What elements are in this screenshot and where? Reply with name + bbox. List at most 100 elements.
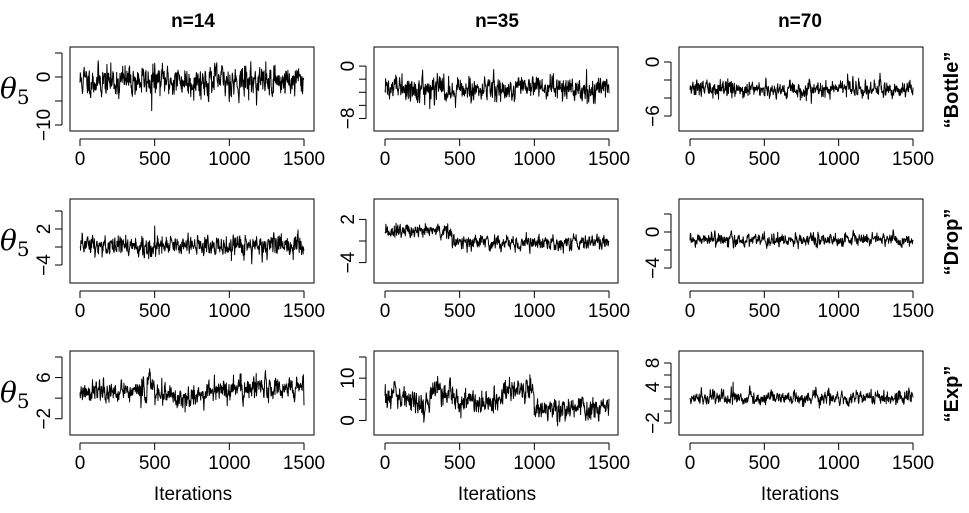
x-tick-label: 0 — [380, 149, 391, 170]
svg-text:θ5: θ5 — [0, 376, 30, 413]
x-tick-label: 1500 — [283, 301, 325, 322]
x-axis-label-col1: Iterations — [154, 484, 232, 505]
x-tick-label: 1500 — [892, 149, 934, 170]
panel-bottle-n-35: 0 500 1000 1500 −8 0 — [338, 46, 630, 170]
trace-line — [689, 381, 914, 409]
x-tick-label: 500 — [444, 149, 476, 170]
trace-line — [384, 374, 610, 427]
x-tick-label: 1000 — [208, 453, 250, 474]
x-tick-label: 500 — [748, 453, 780, 474]
trace-line — [384, 222, 610, 254]
y-tick-label: 0 — [338, 415, 359, 426]
plot-frame — [678, 350, 924, 436]
row-title-exp: “Exp” — [941, 366, 963, 423]
y-label-row-drop: θ5 — [0, 224, 30, 261]
plot-frame — [373, 350, 619, 436]
panels-group: 0 500 1000 1500 −10 0 0 500 1000 1500 −8 0 0 500 1000 1… — [34, 46, 934, 474]
x-tick-label: 1500 — [588, 149, 630, 170]
y-label-symbol: θ — [0, 224, 17, 257]
column-title-n14: n=14 — [171, 11, 215, 32]
trace-line — [79, 368, 305, 413]
trace-line — [689, 72, 914, 104]
x-tick-label: 500 — [444, 453, 476, 474]
y-tick-label: −2 — [34, 408, 55, 430]
y-label-row-exp: θ5 — [0, 376, 30, 413]
x-tick-label: 1500 — [588, 453, 630, 474]
x-tick-label: 1500 — [588, 301, 630, 322]
y-label-symbol: θ — [0, 376, 17, 409]
y-tick-label: 4 — [643, 381, 664, 392]
y-tick-label: −10 — [34, 109, 55, 141]
y-tick-label: −6 — [643, 105, 664, 127]
x-tick-label: 500 — [748, 301, 780, 322]
panel-drop-n-14: 0 500 1000 1500 −4 2 — [34, 198, 325, 322]
y-tick-label: 2 — [34, 224, 55, 235]
x-tick-label: 500 — [139, 149, 171, 170]
y-tick-label: −8 — [338, 108, 359, 130]
panel-drop-n-35: 0 500 1000 1500 −4 2 — [338, 198, 630, 322]
x-axis-label-col2: Iterations — [458, 484, 536, 505]
svg-text:θ5: θ5 — [0, 72, 30, 109]
x-tick-label: 0 — [685, 453, 696, 474]
plot-frame — [373, 46, 619, 132]
column-title-n35: n=35 — [475, 11, 519, 32]
x-tick-label: 1000 — [513, 453, 555, 474]
plot-frame — [678, 198, 924, 284]
y-tick-label: 6 — [34, 372, 55, 383]
y-tick-label: 0 — [643, 227, 664, 238]
x-tick-label: 500 — [444, 301, 476, 322]
plot-frame — [373, 198, 619, 284]
svg-text:θ5: θ5 — [0, 224, 30, 261]
x-tick-label: 0 — [75, 301, 86, 322]
trace-line — [79, 225, 305, 265]
x-tick-label: 0 — [685, 301, 696, 322]
x-tick-label: 1000 — [818, 453, 860, 474]
x-tick-label: 1000 — [208, 301, 250, 322]
x-tick-label: 1000 — [208, 149, 250, 170]
y-tick-label: −4 — [34, 254, 55, 276]
x-tick-label: 0 — [380, 301, 391, 322]
x-tick-label: 1500 — [283, 149, 325, 170]
x-tick-label: 1000 — [818, 301, 860, 322]
row-title-bottle: “Bottle” — [941, 52, 963, 129]
plot-frame — [69, 198, 315, 284]
y-tick-label: 0 — [34, 72, 55, 83]
y-tick-label: −4 — [643, 257, 664, 279]
y-label-subscript: 5 — [17, 389, 30, 413]
panel-exp-n-14: 0 500 1000 1500 −2 6 — [34, 350, 325, 474]
y-label-row-bottle: θ5 — [0, 72, 30, 109]
y-label-symbol: θ — [0, 72, 17, 105]
trace-line — [689, 229, 914, 250]
x-tick-label: 1500 — [892, 453, 934, 474]
plot-frame — [69, 46, 315, 132]
x-axis-label-col3: Iterations — [761, 484, 839, 505]
y-tick-label: 0 — [643, 57, 664, 68]
panel-bottle-n-14: 0 500 1000 1500 −10 0 — [34, 46, 325, 170]
plot-frame — [678, 46, 924, 132]
y-label-subscript: 5 — [17, 237, 30, 261]
panel-drop-n-70: 0 500 1000 1500 −4 0 — [643, 198, 934, 322]
panel-exp-n-35: 0 500 1000 1500 0 10 — [338, 350, 630, 474]
x-tick-label: 0 — [685, 149, 696, 170]
trace-line — [79, 60, 305, 112]
y-tick-label: 8 — [643, 358, 664, 369]
column-title-n70: n=70 — [778, 11, 822, 32]
y-tick-label: −2 — [643, 412, 664, 434]
x-tick-label: 1000 — [513, 149, 555, 170]
y-label-subscript: 5 — [17, 85, 30, 109]
x-tick-label: 500 — [139, 301, 171, 322]
x-tick-label: 500 — [748, 149, 780, 170]
y-tick-label: −4 — [338, 251, 359, 273]
y-tick-label: 0 — [338, 61, 359, 72]
x-tick-label: 1500 — [892, 301, 934, 322]
row-title-drop: “Drop” — [941, 209, 963, 276]
x-tick-label: 1500 — [283, 453, 325, 474]
x-tick-label: 500 — [139, 453, 171, 474]
x-tick-label: 1000 — [818, 149, 860, 170]
x-tick-label: 0 — [380, 453, 391, 474]
x-tick-label: 0 — [75, 453, 86, 474]
x-tick-label: 1000 — [513, 301, 555, 322]
plot-frame — [69, 350, 315, 436]
y-tick-label: 2 — [338, 214, 359, 225]
